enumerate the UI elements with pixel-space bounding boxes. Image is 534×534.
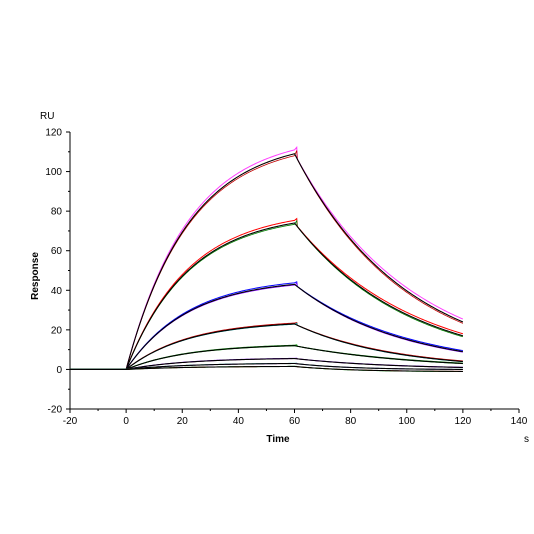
fit-curve (70, 365, 463, 372)
x-tick-label: 120 (455, 416, 472, 427)
labels: RU s Time Response (30, 111, 529, 445)
x-axis-title: Time (266, 434, 290, 445)
y-unit-label: RU (40, 111, 54, 122)
measured-curve-replicate (70, 219, 463, 370)
y-tick-label: 40 (51, 286, 63, 297)
y-tick-label: 0 (56, 365, 62, 376)
x-tick-label: 80 (345, 416, 357, 427)
x-tick-label: 60 (289, 416, 301, 427)
y-tick-label: 100 (45, 167, 62, 178)
fit-curve (70, 357, 463, 370)
measured-curve (70, 146, 464, 370)
y-tick-label: 120 (45, 128, 62, 139)
fit-curve (70, 323, 463, 370)
fit-curve (70, 153, 464, 370)
fit-curve (70, 362, 463, 370)
y-tick-label: 60 (51, 246, 63, 257)
curves (70, 146, 464, 373)
fit-curve (70, 345, 463, 370)
measured-curve (70, 217, 464, 370)
x-tick-label: 40 (233, 416, 245, 427)
measured-curve-replicate (70, 150, 464, 370)
x-tick-label: 0 (123, 416, 129, 427)
x-tick-label: -20 (63, 416, 78, 427)
x-tick-label: 140 (511, 416, 528, 427)
y-tick-label: -20 (48, 405, 63, 416)
y-axis-title: Response (30, 252, 41, 300)
fit-curve (70, 222, 464, 370)
y-tick-label: 80 (51, 207, 63, 218)
x-tick-label: 100 (398, 416, 415, 427)
axes: -20 0 20 40 60 80 100 120 -20 0 20 40 60 80 100 120 140 (45, 128, 527, 428)
fit-curve (70, 283, 463, 370)
y-tick-label: 20 (51, 325, 63, 336)
measured-curve (70, 281, 463, 370)
x-tick-label: 20 (177, 416, 189, 427)
x-unit-label: s (524, 434, 529, 445)
